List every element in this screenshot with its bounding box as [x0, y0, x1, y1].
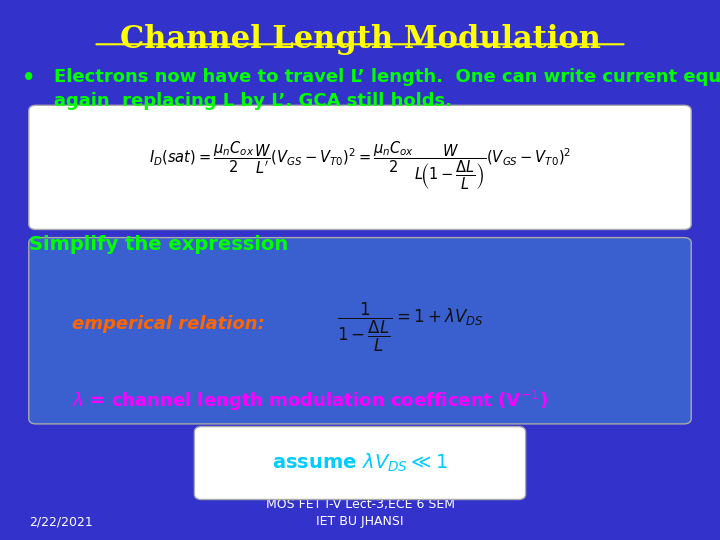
- Text: $\dfrac{1}{1 - \dfrac{\Delta L}{L}} = 1 + \lambda V_{DS}$: $\dfrac{1}{1 - \dfrac{\Delta L}{L}} = 1 …: [337, 301, 484, 354]
- FancyBboxPatch shape: [29, 105, 691, 230]
- Text: •: •: [22, 68, 35, 87]
- Text: $I_D(sat) = \dfrac{\mu_n C_{ox}}{2} \dfrac{W}{L'}(V_{GS} - V_{T0})^2 = \dfrac{\m: $I_D(sat) = \dfrac{\mu_n C_{ox}}{2} \dfr…: [149, 140, 571, 192]
- FancyBboxPatch shape: [194, 427, 526, 500]
- FancyBboxPatch shape: [29, 238, 691, 424]
- Text: $\lambda$ = channel length modulation coefficent (V$^{-1}$): $\lambda$ = channel length modulation co…: [72, 389, 548, 413]
- Text: MOS FET I-V Lect-3,ECE 6 SEM
IET BU JHANSI: MOS FET I-V Lect-3,ECE 6 SEM IET BU JHAN…: [266, 498, 454, 528]
- Text: Electrons now have to travel L’ length.  One can write current equation
again  r: Electrons now have to travel L’ length. …: [54, 68, 720, 111]
- Text: assume $\lambda V_{DS} \ll 1$: assume $\lambda V_{DS} \ll 1$: [272, 451, 448, 474]
- Text: 2/22/2021: 2/22/2021: [29, 515, 93, 528]
- Text: Channel Length Modulation: Channel Length Modulation: [120, 24, 600, 55]
- Text: emperical relation:: emperical relation:: [72, 315, 265, 333]
- Text: Simplify the expression: Simplify the expression: [29, 235, 288, 254]
